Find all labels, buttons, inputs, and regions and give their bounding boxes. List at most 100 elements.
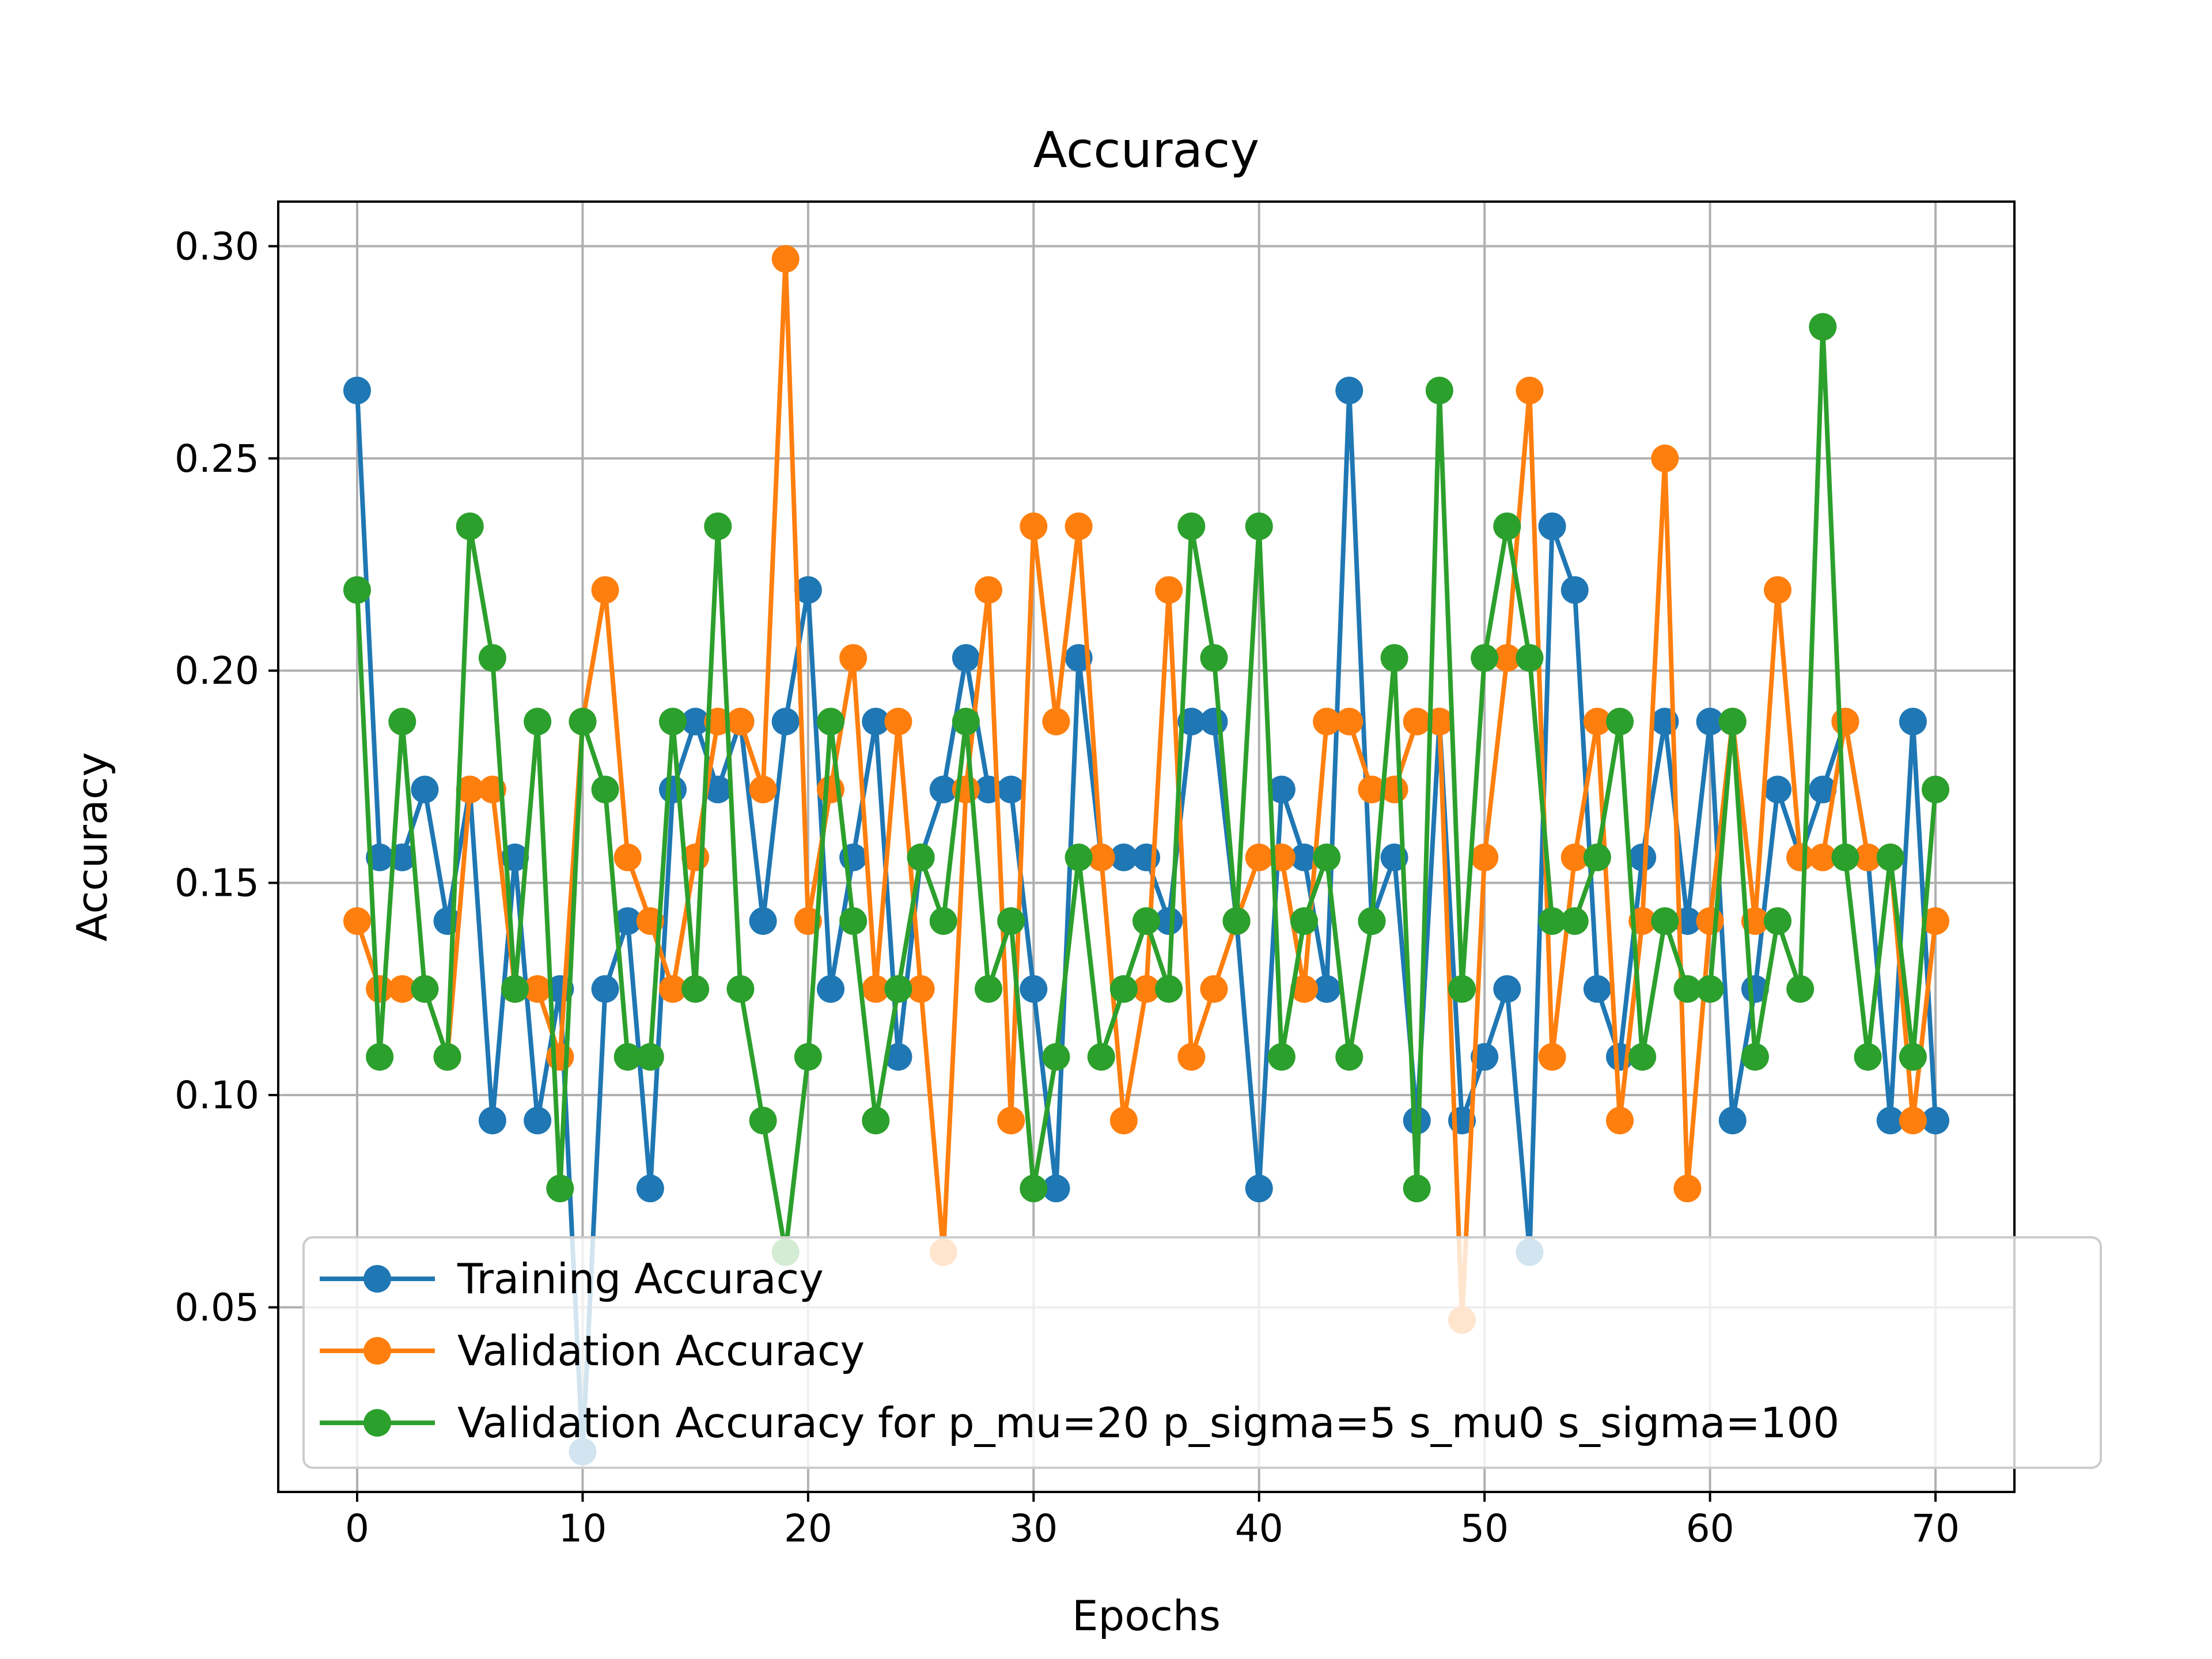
data-point xyxy=(1177,512,1206,540)
data-point xyxy=(411,775,439,804)
y-axis-label: Accuracy xyxy=(68,752,116,942)
data-point xyxy=(681,975,710,1003)
data-point xyxy=(1403,1175,1431,1203)
data-point xyxy=(411,975,439,1003)
x-tick-label: 70 xyxy=(1911,1506,1960,1551)
data-point xyxy=(388,975,416,1003)
legend-item-2: Validation Accuracy xyxy=(320,1327,865,1375)
data-point xyxy=(478,1107,506,1135)
data-point xyxy=(524,707,552,736)
data-point xyxy=(1831,843,1859,872)
data-point xyxy=(456,512,484,540)
data-point xyxy=(862,707,890,736)
data-point xyxy=(929,775,957,804)
data-point xyxy=(1132,907,1160,935)
axes: 0 10 20 30 40 50 60 70 0.05 0.10 0.15 0.20 0.25 0.30 xyxy=(175,200,2016,1551)
data-point xyxy=(659,707,687,736)
data-point xyxy=(546,1043,574,1071)
data-point xyxy=(1042,707,1070,736)
data-point xyxy=(817,975,844,1003)
data-point xyxy=(997,1107,1025,1135)
data-point xyxy=(794,576,822,604)
data-point xyxy=(1087,1043,1115,1071)
series-2 xyxy=(343,245,1949,1334)
data-point xyxy=(1922,1107,1949,1135)
data-point xyxy=(1831,707,1859,736)
data-point xyxy=(726,975,755,1003)
data-point xyxy=(659,975,687,1003)
data-point xyxy=(817,707,844,736)
data-point xyxy=(659,775,687,804)
data-point xyxy=(1132,975,1160,1003)
data-point xyxy=(1538,512,1566,540)
data-point xyxy=(591,975,619,1003)
data-point xyxy=(1358,907,1386,935)
data-point xyxy=(1538,907,1566,935)
data-point xyxy=(771,245,800,273)
data-point xyxy=(1876,843,1904,872)
data-point xyxy=(1628,843,1657,872)
data-point xyxy=(929,907,957,935)
data-point xyxy=(1854,843,1882,872)
data-point xyxy=(1583,843,1611,872)
legend-label: Validation Accuracy xyxy=(457,1327,865,1375)
data-point xyxy=(704,775,732,804)
data-point xyxy=(794,1043,822,1071)
data-point xyxy=(1606,707,1634,736)
legend-item-3: Validation Accuracy for p_mu=20 p_sigma=… xyxy=(320,1399,1839,1447)
data-point xyxy=(952,644,980,672)
x-tick-label: 40 xyxy=(1235,1506,1283,1551)
data-point xyxy=(1876,1107,1904,1135)
data-point xyxy=(366,1043,394,1071)
data-point xyxy=(1020,512,1048,540)
data-point xyxy=(343,907,371,935)
data-point xyxy=(1516,376,1544,404)
data-point xyxy=(1290,907,1318,935)
data-point xyxy=(1313,707,1341,736)
data-point xyxy=(1696,707,1724,736)
data-point xyxy=(1380,644,1408,672)
data-point xyxy=(1718,707,1747,736)
data-point xyxy=(343,376,371,404)
legend-swatch-marker xyxy=(363,1409,391,1437)
data-point xyxy=(1628,1043,1657,1071)
data-point xyxy=(884,975,912,1003)
data-point xyxy=(1899,1043,1927,1071)
data-point xyxy=(1290,975,1318,1003)
data-point xyxy=(524,1107,552,1135)
legend-swatch-marker xyxy=(363,1265,391,1293)
data-point xyxy=(636,1175,664,1203)
data-point xyxy=(1764,907,1791,935)
data-point xyxy=(1471,843,1499,872)
data-point xyxy=(997,775,1025,804)
data-point xyxy=(704,512,732,540)
data-point xyxy=(1200,707,1228,736)
data-point xyxy=(343,576,371,604)
series-3 xyxy=(343,313,1949,1266)
data-point xyxy=(613,1043,642,1071)
data-point xyxy=(1042,1043,1070,1071)
data-point xyxy=(613,907,642,935)
data-point xyxy=(1651,444,1679,472)
data-point xyxy=(1809,775,1837,804)
data-point xyxy=(388,707,416,736)
data-point xyxy=(1651,907,1679,935)
data-point xyxy=(1267,1043,1296,1071)
legend-box xyxy=(302,1236,2102,1469)
data-point xyxy=(1065,512,1093,540)
legend-item-1: Training Accuracy xyxy=(320,1255,824,1303)
data-point xyxy=(1809,843,1837,872)
data-point xyxy=(1583,975,1611,1003)
data-point xyxy=(1335,707,1363,736)
data-point xyxy=(1583,707,1611,736)
data-point xyxy=(1087,843,1115,872)
data-point xyxy=(1200,975,1228,1003)
data-point xyxy=(1290,843,1318,872)
data-point xyxy=(1538,1043,1566,1071)
x-tick-label: 10 xyxy=(558,1506,607,1551)
data-point xyxy=(1560,843,1589,872)
y-tick-label: 0.10 xyxy=(175,1073,259,1118)
data-point xyxy=(1155,907,1183,935)
data-point xyxy=(1471,644,1499,672)
